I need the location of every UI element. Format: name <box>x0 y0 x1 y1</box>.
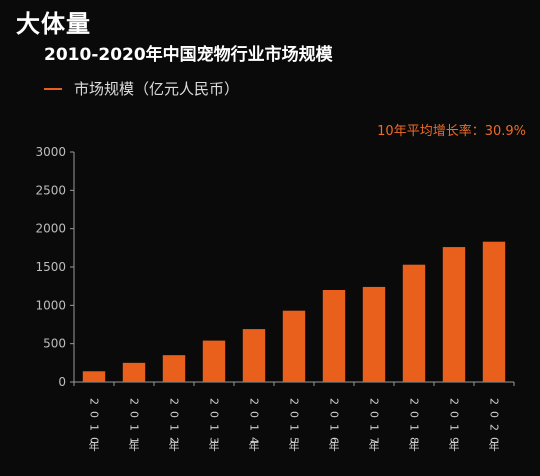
bar <box>362 286 386 382</box>
bar <box>322 290 346 382</box>
bar <box>442 247 466 382</box>
y-tick-label: 500 <box>43 337 66 351</box>
bar <box>122 362 146 382</box>
legend-label: 市场规模（亿元人民币） <box>74 80 240 98</box>
bar <box>242 329 266 382</box>
x-tick-label: 2 0 1 4年 <box>248 398 261 453</box>
bar <box>482 241 506 382</box>
chart-title: 2010-2020年中国宠物行业市场规模 <box>44 45 333 65</box>
growth-rate-annotation: 10年平均增长率：30.9% <box>377 124 526 139</box>
page-heading: 大体量 <box>16 10 91 38</box>
x-tick-label: 2 0 1 3年 <box>208 398 221 453</box>
bar <box>402 264 426 382</box>
x-tick-label: 2 0 1 1年 <box>128 398 141 453</box>
x-tick-label: 2 0 1 0年 <box>88 398 101 453</box>
x-tick-label: 2 0 1 8年 <box>408 398 421 453</box>
x-tick-label: 2 0 1 9年 <box>448 398 461 453</box>
y-tick-label: 0 <box>58 375 66 389</box>
bar <box>202 340 226 382</box>
y-tick-label: 3000 <box>35 145 66 159</box>
bar <box>282 310 306 382</box>
bar <box>162 355 186 382</box>
x-tick-label: 2 0 1 6年 <box>328 398 341 453</box>
x-tick-label: 2 0 2 0年 <box>488 398 501 453</box>
y-tick-label: 1500 <box>35 260 66 274</box>
bar <box>82 371 106 382</box>
y-tick-label: 2500 <box>35 183 66 197</box>
x-tick-label: 2 0 1 2年 <box>168 398 181 453</box>
chart-legend: 市场规模（亿元人民币） <box>44 78 239 99</box>
x-tick-label: 2 0 1 7年 <box>368 398 381 453</box>
x-tick-label: 2 0 1 5年 <box>288 398 301 453</box>
y-tick-label: 2000 <box>35 222 66 236</box>
y-tick-label: 1000 <box>35 298 66 312</box>
legend-swatch <box>44 87 62 90</box>
